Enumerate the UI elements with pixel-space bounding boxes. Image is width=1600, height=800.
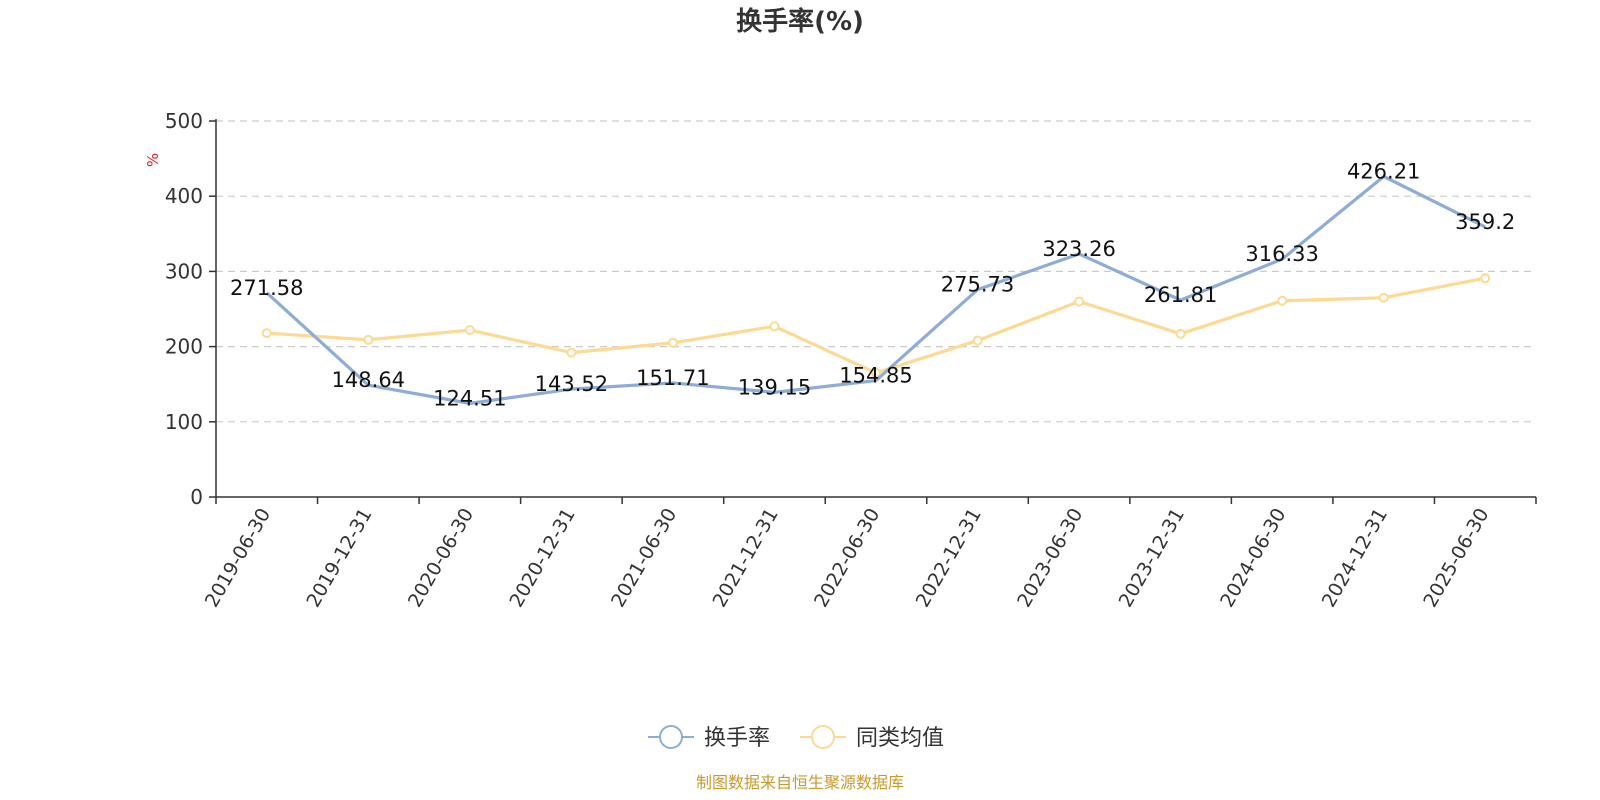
y-tick-label-0: 0 xyxy=(190,485,203,509)
legend[interactable]: 换手率 同类均值 xyxy=(648,725,944,751)
avg-point-5 xyxy=(769,321,780,332)
y-tick-label-200: 200 xyxy=(165,335,203,359)
avg-point-7 xyxy=(972,335,983,346)
legend-swatch-circle-0 xyxy=(659,725,683,749)
legend-item-1[interactable]: 同类均值 xyxy=(800,725,944,751)
x-tick-label-2025-06-30: 2025-06-30 xyxy=(1419,505,1493,612)
legend-label-0: 换手率 xyxy=(704,726,770,751)
data-label-0: 271.58 xyxy=(230,276,303,300)
x-tick-label-2020-12-31: 2020-12-31 xyxy=(505,505,579,612)
x-tick-label-2024-06-30: 2024-06-30 xyxy=(1216,505,1290,612)
x-tick-label-2023-12-31: 2023-12-31 xyxy=(1115,505,1189,612)
y-tick-label-400: 400 xyxy=(165,184,203,208)
x-tick-label-2020-06-30: 2020-06-30 xyxy=(404,505,478,612)
avg-point-1 xyxy=(363,334,374,345)
data-label-7: 275.73 xyxy=(941,273,1014,297)
legend-label-1: 同类均值 xyxy=(856,726,944,751)
avg-point-10 xyxy=(1277,295,1288,306)
series-lines xyxy=(261,174,1491,405)
series-line-1 xyxy=(266,276,1486,375)
x-tick-label-2019-12-31: 2019-12-31 xyxy=(302,505,376,612)
legend-swatch-circle-1 xyxy=(811,725,835,749)
data-label-3: 143.52 xyxy=(535,372,608,396)
data-label-10: 316.33 xyxy=(1245,242,1318,266)
x-tick-label-2019-06-30: 2019-06-30 xyxy=(201,505,275,612)
source-note: 制图数据来自恒生聚源数据库 xyxy=(696,773,904,792)
x-tick-label-2021-12-31: 2021-12-31 xyxy=(709,505,783,612)
x-tick-label-2023-06-30: 2023-06-30 xyxy=(1013,505,1087,612)
data-label-9: 261.81 xyxy=(1144,283,1217,307)
x-tick-label-2021-06-30: 2021-06-30 xyxy=(607,505,681,612)
data-label-2: 124.51 xyxy=(433,386,506,410)
data-label-5: 139.15 xyxy=(738,375,811,399)
y-tick-label-100: 100 xyxy=(165,410,203,434)
x-tick-label-2024-12-31: 2024-12-31 xyxy=(1318,505,1392,612)
avg-point-2 xyxy=(464,325,475,336)
data-label-4: 151.71 xyxy=(636,366,709,390)
legend-item-0[interactable]: 换手率 xyxy=(648,725,770,751)
avg-point-0 xyxy=(261,328,272,339)
y-axis-unit: % xyxy=(144,153,162,167)
y-tick-label-300: 300 xyxy=(165,259,203,283)
data-label-11: 426.21 xyxy=(1347,159,1420,183)
data-label-1: 148.64 xyxy=(332,368,405,392)
data-labels: 271.58 148.64 124.51 143.52 151.71 139.15 154.… xyxy=(230,159,1515,410)
data-label-12: 359.2 xyxy=(1455,210,1515,234)
data-label-8: 323.26 xyxy=(1042,237,1115,261)
avg-point-4 xyxy=(667,337,678,348)
avg-point-11 xyxy=(1378,292,1389,303)
data-label-6: 154.85 xyxy=(839,364,912,388)
avg-point-12 xyxy=(1480,273,1491,284)
avg-point-9 xyxy=(1175,328,1186,339)
series-line-0 xyxy=(265,174,1486,405)
avg-point-3 xyxy=(566,347,577,358)
chart-title: 换手率(%) xyxy=(736,6,864,37)
avg-point-8 xyxy=(1074,296,1085,307)
x-tick-label-2022-12-31: 2022-12-31 xyxy=(912,505,986,612)
x-tick-label-2022-06-30: 2022-06-30 xyxy=(810,505,884,612)
avg-point-6 xyxy=(871,367,881,378)
y-tick-label-500: 500 xyxy=(165,109,203,133)
grid-lines xyxy=(216,120,1536,423)
